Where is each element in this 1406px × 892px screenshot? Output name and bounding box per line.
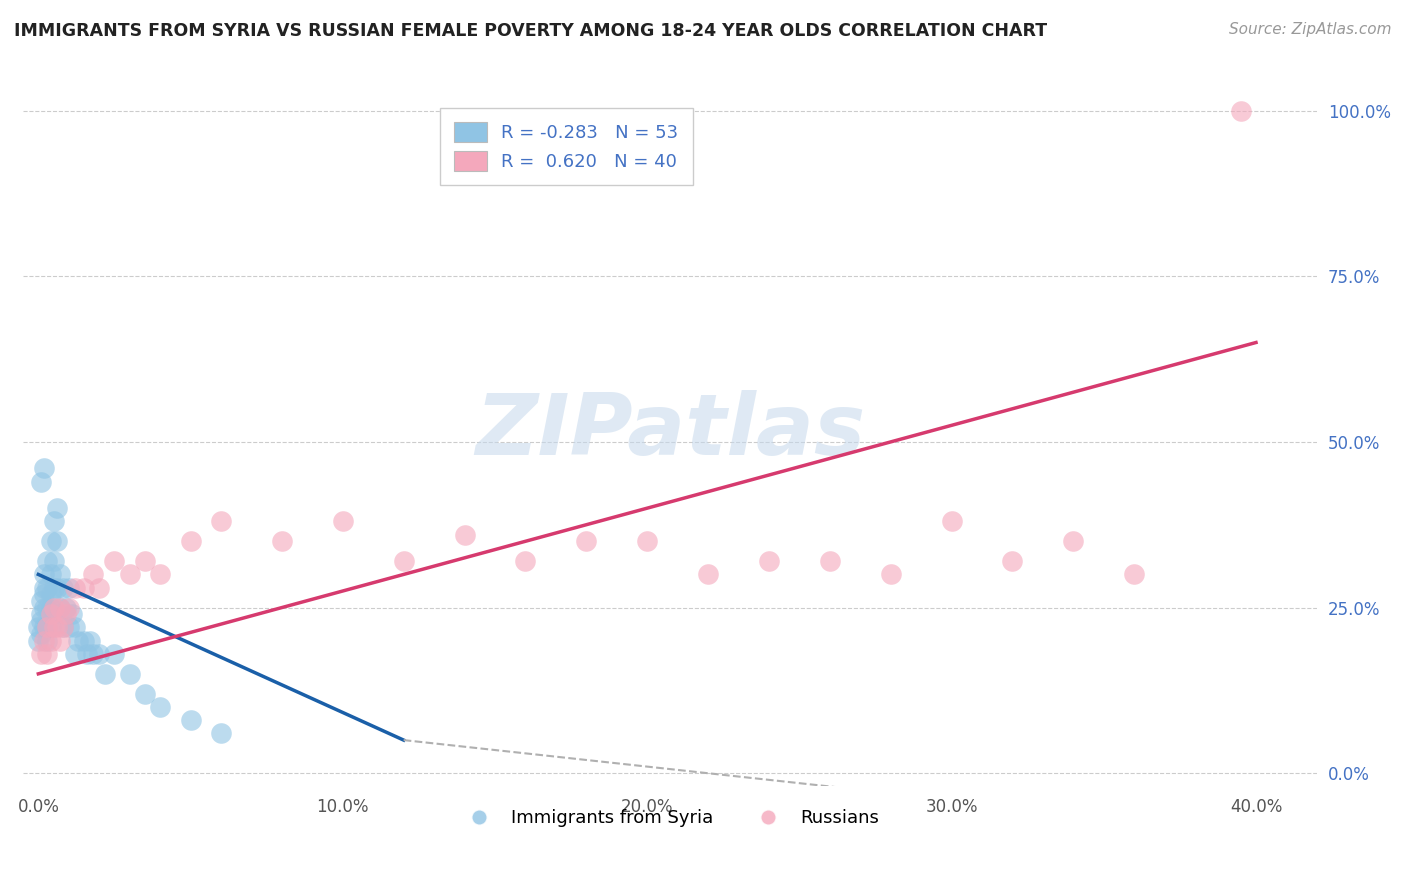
Point xyxy=(42,554,65,568)
Point xyxy=(39,600,62,615)
Point xyxy=(34,567,56,582)
Point xyxy=(45,581,67,595)
Point xyxy=(73,633,96,648)
Point xyxy=(39,534,62,549)
Point xyxy=(134,554,156,568)
Point xyxy=(697,567,720,582)
Point xyxy=(58,620,80,634)
Point xyxy=(39,620,62,634)
Point xyxy=(39,633,62,648)
Legend: Immigrants from Syria, Russians: Immigrants from Syria, Russians xyxy=(454,802,886,834)
Point xyxy=(39,587,62,601)
Point xyxy=(42,581,65,595)
Point xyxy=(63,581,86,595)
Point xyxy=(37,554,59,568)
Point xyxy=(270,534,292,549)
Point xyxy=(52,620,75,634)
Point xyxy=(42,607,65,622)
Point xyxy=(66,633,89,648)
Point xyxy=(73,581,96,595)
Point xyxy=(76,647,98,661)
Point xyxy=(48,600,70,615)
Point xyxy=(180,713,202,727)
Point xyxy=(42,515,65,529)
Point xyxy=(45,501,67,516)
Point xyxy=(89,647,111,661)
Point xyxy=(37,647,59,661)
Point xyxy=(34,633,56,648)
Point xyxy=(209,515,232,529)
Point xyxy=(30,607,52,622)
Point xyxy=(103,554,125,568)
Point xyxy=(39,607,62,622)
Point xyxy=(89,581,111,595)
Point xyxy=(118,666,141,681)
Point xyxy=(52,581,75,595)
Point xyxy=(30,647,52,661)
Point xyxy=(34,581,56,595)
Point xyxy=(55,607,77,622)
Point xyxy=(30,614,52,628)
Point xyxy=(45,534,67,549)
Point xyxy=(27,633,49,648)
Point xyxy=(30,475,52,489)
Point xyxy=(1001,554,1024,568)
Point xyxy=(636,534,658,549)
Point xyxy=(34,587,56,601)
Point xyxy=(1062,534,1084,549)
Point xyxy=(48,567,70,582)
Point xyxy=(30,627,52,641)
Point xyxy=(58,600,80,615)
Point xyxy=(209,726,232,740)
Point xyxy=(134,687,156,701)
Point xyxy=(180,534,202,549)
Point xyxy=(392,554,415,568)
Point xyxy=(880,567,903,582)
Point xyxy=(94,666,117,681)
Point xyxy=(60,607,83,622)
Point xyxy=(45,620,67,634)
Point xyxy=(34,461,56,475)
Point xyxy=(149,700,172,714)
Text: IMMIGRANTS FROM SYRIA VS RUSSIAN FEMALE POVERTY AMONG 18-24 YEAR OLDS CORRELATIO: IMMIGRANTS FROM SYRIA VS RUSSIAN FEMALE … xyxy=(14,22,1047,40)
Point xyxy=(37,620,59,634)
Point xyxy=(42,600,65,615)
Point xyxy=(34,620,56,634)
Point xyxy=(103,647,125,661)
Point xyxy=(63,620,86,634)
Point xyxy=(48,633,70,648)
Point xyxy=(818,554,841,568)
Point xyxy=(149,567,172,582)
Point xyxy=(1123,567,1146,582)
Point xyxy=(575,534,598,549)
Point xyxy=(34,600,56,615)
Point xyxy=(79,633,101,648)
Point xyxy=(941,515,963,529)
Text: Source: ZipAtlas.com: Source: ZipAtlas.com xyxy=(1229,22,1392,37)
Point xyxy=(37,620,59,634)
Point xyxy=(55,600,77,615)
Point xyxy=(63,647,86,661)
Point xyxy=(453,527,475,541)
Point xyxy=(82,647,104,661)
Point xyxy=(758,554,780,568)
Point xyxy=(48,600,70,615)
Point xyxy=(37,581,59,595)
Point xyxy=(30,594,52,608)
Point xyxy=(39,567,62,582)
Point xyxy=(58,581,80,595)
Text: ZIPatlas: ZIPatlas xyxy=(475,391,865,474)
Point xyxy=(82,567,104,582)
Point xyxy=(37,633,59,648)
Point xyxy=(118,567,141,582)
Point xyxy=(52,620,75,634)
Point xyxy=(42,620,65,634)
Point xyxy=(515,554,537,568)
Point xyxy=(37,600,59,615)
Point xyxy=(332,515,354,529)
Point xyxy=(27,620,49,634)
Point xyxy=(1229,103,1251,118)
